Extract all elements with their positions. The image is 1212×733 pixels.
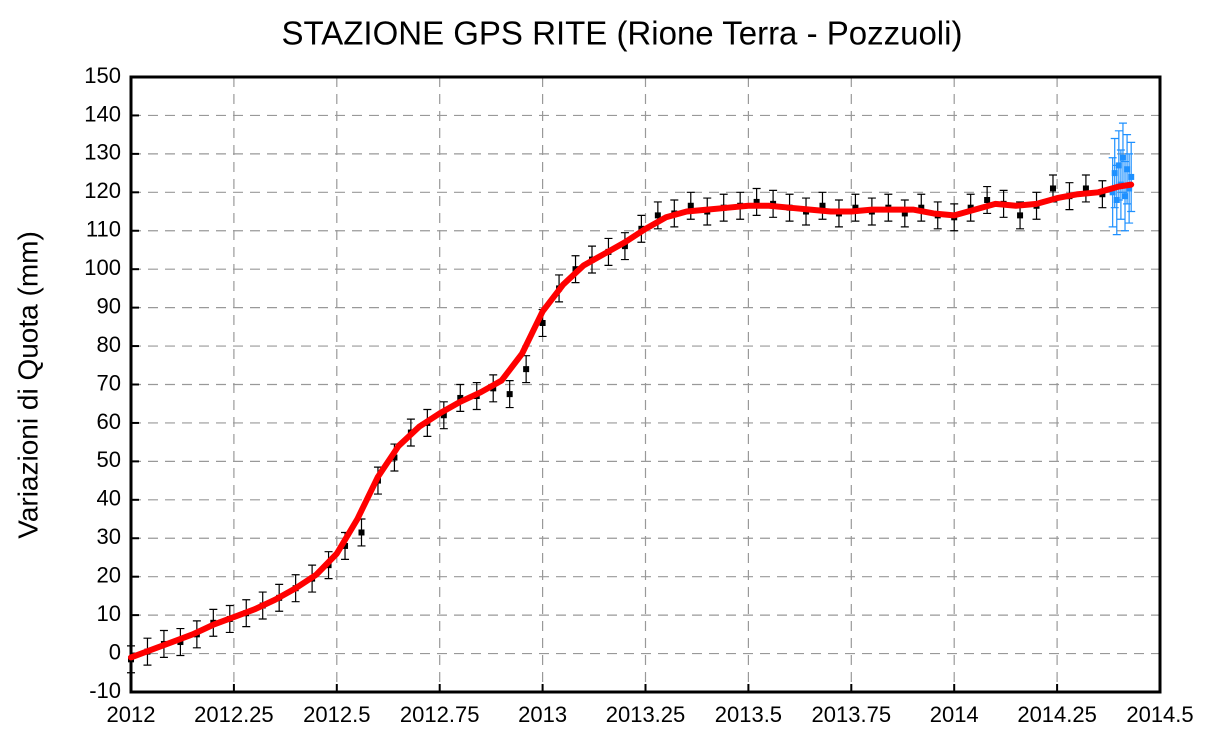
- data-point: [1017, 212, 1024, 219]
- data-point: [901, 210, 908, 217]
- y-tick-label: 80: [97, 332, 121, 357]
- x-tick-label: 2014.5: [1126, 702, 1193, 727]
- y-tick-label: 0: [109, 639, 121, 664]
- x-tick-label: 2012.25: [194, 702, 274, 727]
- y-tick-label: 40: [97, 486, 121, 511]
- x-tick-label: 2012.75: [400, 702, 480, 727]
- data-point: [852, 204, 859, 211]
- y-tick-label: 140: [84, 101, 121, 126]
- y-tick-label: 100: [84, 255, 121, 280]
- data-point: [342, 542, 349, 549]
- data-point: [1122, 193, 1129, 200]
- x-tick-label: 2014.25: [1017, 702, 1097, 727]
- data-point: [1049, 185, 1056, 192]
- chart-title: STAZIONE GPS RITE (Rione Terra - Pozzuol…: [282, 15, 963, 52]
- y-tick-label: 60: [97, 409, 121, 434]
- data-point: [654, 212, 661, 219]
- data-point: [1119, 154, 1126, 161]
- y-tick-label: 120: [84, 178, 121, 203]
- data-point: [621, 243, 628, 250]
- data-point: [1082, 185, 1089, 192]
- y-tick-label: 30: [97, 524, 121, 549]
- y-tick-label: 130: [84, 140, 121, 165]
- data-point: [523, 366, 530, 373]
- data-point: [753, 198, 760, 205]
- data-point: [358, 529, 365, 536]
- y-tick-label: 90: [97, 293, 121, 318]
- trend-line: [128, 181, 1135, 661]
- data-point: [1109, 189, 1116, 196]
- data-point: [457, 394, 464, 401]
- x-tick-label: 2014: [930, 702, 979, 727]
- y-tick-label: 50: [97, 447, 121, 472]
- data-point: [1111, 170, 1118, 177]
- x-tick-label: 2013.25: [606, 702, 686, 727]
- data-point: [1128, 173, 1135, 180]
- y-tick-label: 70: [97, 370, 121, 395]
- data-point: [1126, 185, 1133, 192]
- data-point: [984, 197, 991, 203]
- data-point: [819, 202, 826, 209]
- data-point: [918, 204, 925, 211]
- x-tick-label: 2012.5: [303, 702, 370, 727]
- x-tick-label: 2012: [107, 702, 156, 727]
- data-point: [539, 320, 546, 326]
- x-tick-label: 2013.75: [812, 702, 892, 727]
- data-point: [440, 412, 447, 419]
- data-point: [506, 391, 513, 398]
- y-axis-label: Variazioni di Quota (mm): [12, 231, 43, 539]
- data-point: [687, 202, 694, 209]
- y-tick-label: -10: [89, 678, 121, 703]
- data-point: [1124, 166, 1131, 173]
- x-tick-label: 2013: [518, 702, 567, 727]
- y-tick-label: 20: [97, 563, 121, 588]
- y-tick-label: 150: [84, 63, 121, 88]
- plot-frame: [129, 75, 1162, 694]
- x-tick-label: 2013.5: [715, 702, 782, 727]
- y-tick-label: 110: [86, 217, 121, 242]
- data-point: [1115, 162, 1122, 169]
- y-tick-label: 10: [97, 601, 121, 626]
